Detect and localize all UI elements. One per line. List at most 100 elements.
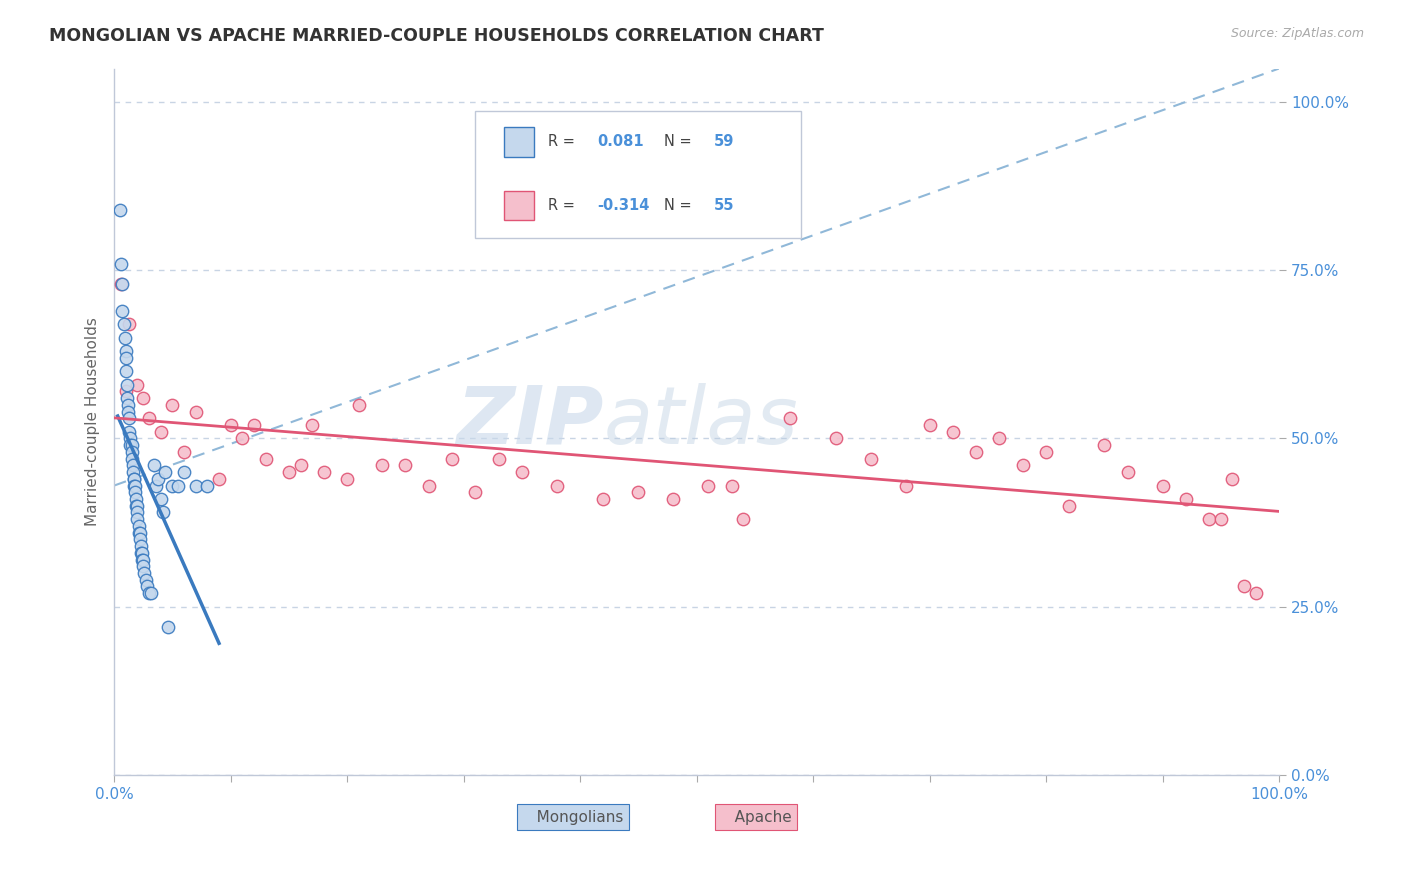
Point: [371, 458, 394, 473]
Point: [779, 411, 801, 425]
Point: [942, 425, 965, 439]
Point: [231, 432, 253, 446]
Point: [128, 533, 150, 547]
Point: [418, 478, 440, 492]
Point: [115, 351, 138, 365]
Point: [254, 451, 277, 466]
Point: [121, 445, 143, 459]
Point: [110, 256, 132, 270]
Point: [347, 398, 370, 412]
Point: [114, 330, 136, 344]
Text: atlas: atlas: [603, 383, 799, 460]
Point: [128, 519, 150, 533]
Point: [112, 317, 135, 331]
Point: [122, 472, 145, 486]
Point: [132, 391, 155, 405]
Point: [142, 458, 165, 473]
Text: R =: R =: [547, 135, 579, 150]
Y-axis label: Married-couple Households: Married-couple Households: [86, 318, 100, 526]
Text: 55: 55: [714, 198, 734, 213]
Point: [127, 499, 149, 513]
Point: [121, 438, 143, 452]
Text: 0.081: 0.081: [598, 135, 644, 150]
Point: [720, 478, 742, 492]
Point: [336, 472, 359, 486]
Point: [162, 478, 184, 492]
Point: [1035, 445, 1057, 459]
Point: [128, 525, 150, 540]
Point: [115, 364, 138, 378]
Point: [1092, 438, 1115, 452]
Point: [127, 512, 149, 526]
Point: [117, 398, 139, 412]
Point: [488, 451, 510, 466]
Point: [149, 491, 172, 506]
Point: [510, 465, 533, 479]
Point: [662, 491, 685, 506]
Point: [135, 573, 157, 587]
Point: [1011, 458, 1033, 473]
Point: [127, 377, 149, 392]
Point: [124, 485, 146, 500]
Point: [141, 586, 163, 600]
Point: [825, 432, 848, 446]
Point: [184, 478, 207, 492]
Point: [124, 478, 146, 492]
Text: Mongolians: Mongolians: [522, 810, 623, 824]
Point: [111, 303, 134, 318]
Point: [1233, 579, 1256, 593]
Point: [184, 404, 207, 418]
Point: [131, 552, 153, 566]
Point: [1222, 472, 1244, 486]
Point: [918, 417, 941, 432]
Point: [290, 458, 312, 473]
Point: [173, 465, 195, 479]
Point: [138, 586, 160, 600]
Point: [394, 458, 416, 473]
Point: [173, 445, 195, 459]
Point: [110, 277, 132, 291]
Point: [122, 472, 145, 486]
Point: [152, 505, 174, 519]
Point: [965, 445, 987, 459]
Point: [1244, 586, 1267, 600]
Point: [627, 485, 650, 500]
Point: [118, 317, 141, 331]
Text: 59: 59: [714, 135, 734, 150]
Point: [121, 458, 143, 473]
Point: [312, 465, 335, 479]
FancyBboxPatch shape: [505, 191, 533, 220]
Point: [115, 377, 138, 392]
Text: N =: N =: [664, 135, 696, 150]
Point: [149, 425, 172, 439]
Point: [167, 478, 190, 492]
Point: [129, 546, 152, 560]
Point: [129, 539, 152, 553]
Point: [1116, 465, 1139, 479]
Point: [592, 491, 614, 506]
Point: [121, 465, 143, 479]
Point: [111, 277, 134, 291]
Point: [118, 411, 141, 425]
Point: [546, 478, 568, 492]
Text: Source: ZipAtlas.com: Source: ZipAtlas.com: [1230, 27, 1364, 40]
Text: -0.314: -0.314: [598, 198, 650, 213]
Point: [697, 478, 720, 492]
Point: [131, 546, 153, 560]
Point: [120, 438, 142, 452]
FancyBboxPatch shape: [475, 111, 801, 238]
Point: [1209, 512, 1232, 526]
Point: [115, 344, 138, 359]
Point: [134, 566, 156, 580]
Text: N =: N =: [664, 198, 696, 213]
Point: [155, 465, 177, 479]
Point: [132, 559, 155, 574]
Point: [219, 417, 242, 432]
Point: [896, 478, 918, 492]
Point: [128, 525, 150, 540]
Point: [121, 451, 143, 466]
Point: [145, 478, 167, 492]
Point: [1198, 512, 1220, 526]
Point: [115, 391, 138, 405]
Point: [156, 620, 179, 634]
